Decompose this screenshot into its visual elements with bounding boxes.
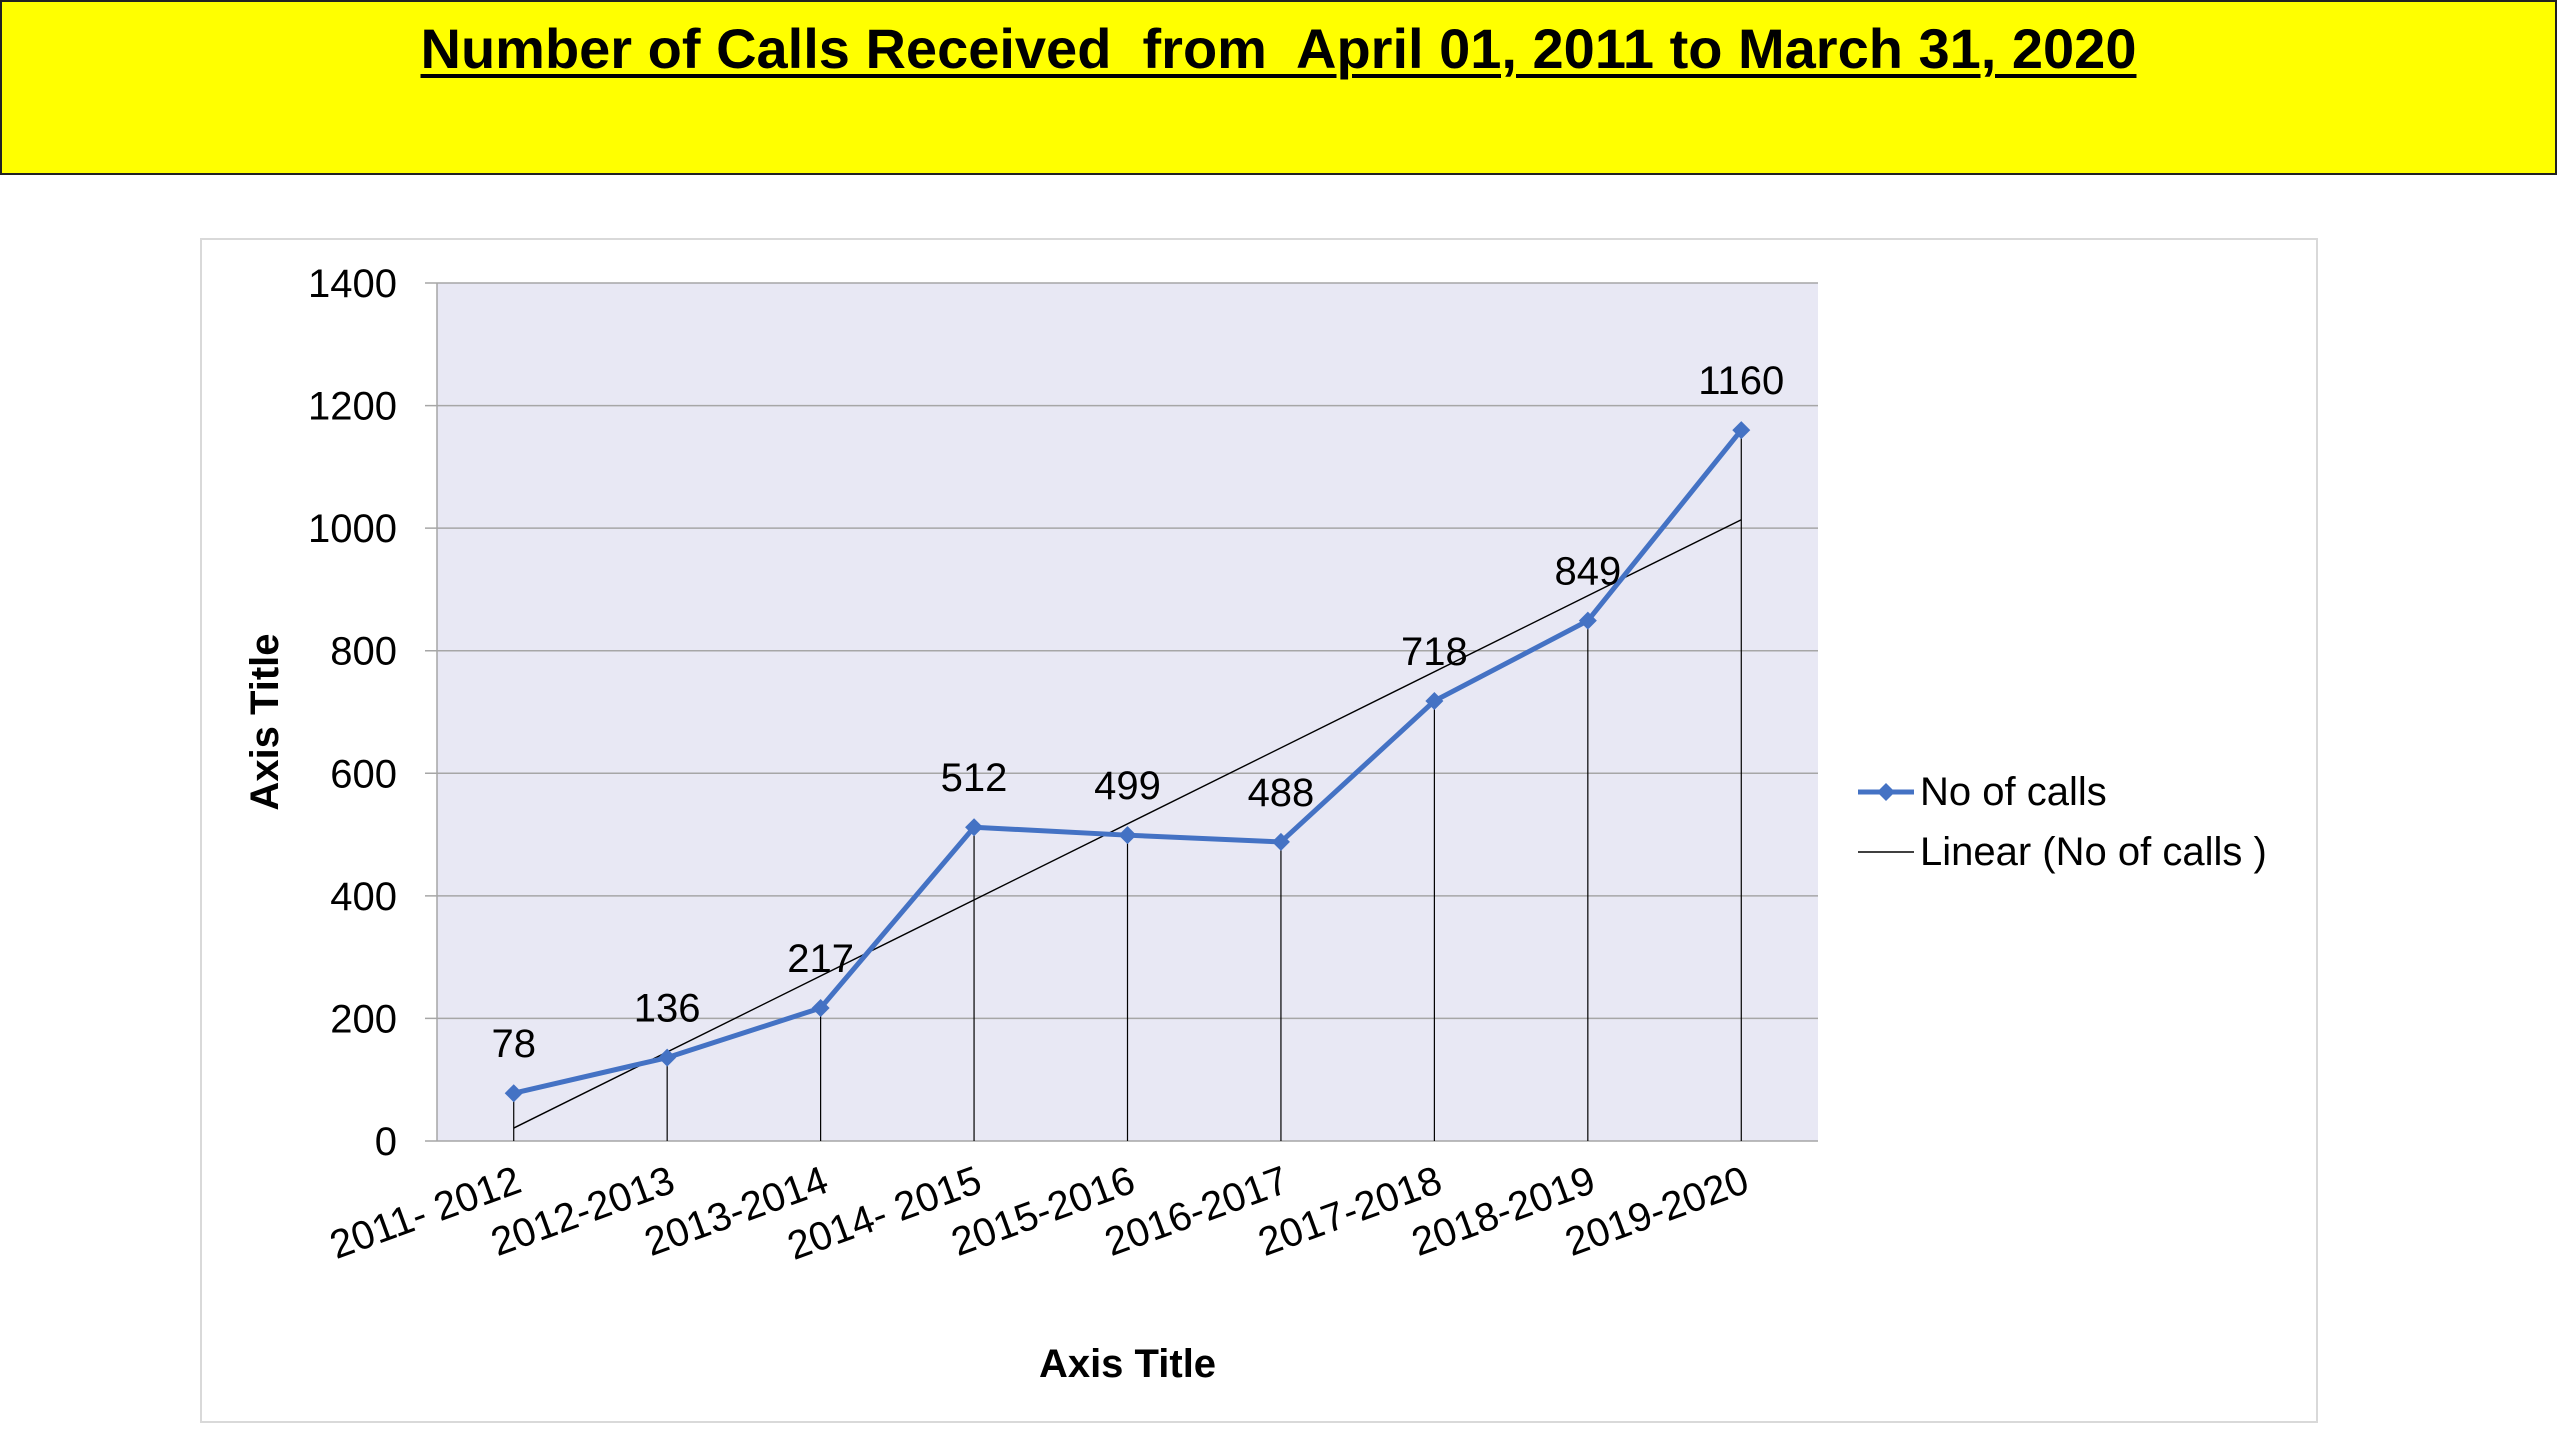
y-tick-label: 200 (330, 997, 397, 1041)
x-axis-title: Axis Title (1039, 1342, 1216, 1386)
data-label: 488 (1248, 771, 1315, 815)
data-label: 1160 (1698, 359, 1784, 403)
trendline (513, 519, 1742, 1129)
y-tick-label: 1200 (308, 385, 397, 429)
legend-series-swatch (1858, 772, 1914, 812)
data-point-marker (658, 1048, 677, 1067)
data-label: 718 (1401, 630, 1468, 674)
chart-legend: No of calls Linear (No of calls ) (1858, 762, 2267, 882)
title-banner: Number of Calls Received from April 01, … (0, 0, 2557, 175)
data-point-marker (811, 999, 830, 1018)
data-label: 136 (634, 987, 701, 1031)
data-label: 849 (1554, 550, 1621, 594)
y-tick-label: 600 (330, 752, 397, 796)
legend-series-label: No of calls (1920, 769, 2107, 814)
legend-trendline-swatch (1858, 832, 1914, 872)
data-point-marker (1425, 691, 1444, 710)
y-tick-label: 1000 (308, 507, 397, 551)
data-point-marker (1732, 421, 1751, 440)
data-label: 512 (941, 756, 1008, 800)
data-label: 78 (491, 1022, 536, 1066)
data-point-marker (965, 818, 984, 837)
legend-item-series: No of calls (1858, 762, 2267, 822)
data-point-marker (1118, 826, 1137, 845)
y-tick-label: 400 (330, 875, 397, 919)
data-label: 499 (1094, 764, 1161, 808)
y-tick-label: 1400 (308, 262, 397, 306)
y-tick-label: 0 (375, 1120, 397, 1164)
page-title: Number of Calls Received from April 01, … (420, 17, 2137, 80)
legend-item-trendline: Linear (No of calls ) (1858, 822, 2267, 882)
data-label: 217 (787, 937, 854, 981)
data-point-marker (1578, 611, 1597, 630)
y-axis-title: Axis Title (243, 633, 287, 810)
legend-trendline-label: Linear (No of calls ) (1920, 829, 2267, 874)
data-point-marker (1271, 832, 1290, 851)
data-point-marker (504, 1084, 523, 1103)
y-tick-label: 800 (330, 630, 397, 674)
